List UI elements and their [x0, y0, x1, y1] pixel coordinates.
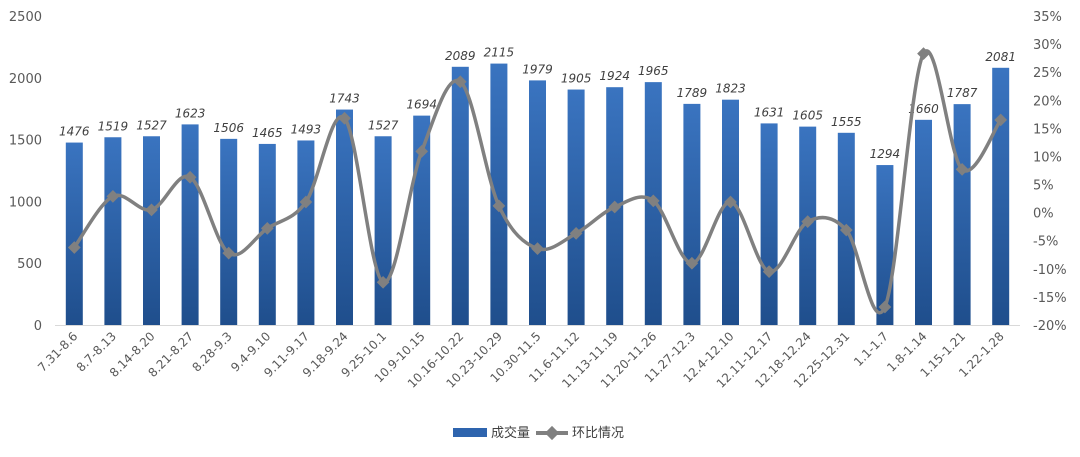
bar-data-label: 1527: [136, 118, 167, 132]
y-left-tick-label: 1500: [9, 134, 42, 149]
line-point-marker: [260, 222, 274, 235]
bar-data-label: 1519: [98, 119, 129, 133]
line-path: [72, 49, 1003, 315]
y-right-tick-label: 15%: [1033, 122, 1062, 137]
line-point-marker: [106, 189, 120, 203]
bar-data-label: 1979: [522, 62, 553, 76]
bar-data-label: 1965: [638, 64, 669, 78]
line-point-marker: [492, 199, 506, 213]
y-right-tick-label: 5%: [1033, 179, 1054, 194]
bar: [683, 103, 701, 325]
y-right-tick-label: 25%: [1033, 66, 1062, 81]
bar-data-label: 2089: [445, 49, 476, 63]
y-left-tick-label: 2000: [9, 72, 42, 87]
bar-data-label: 1694: [406, 98, 437, 112]
line-point-marker: [338, 111, 351, 125]
bar-data-label: 1823: [715, 82, 746, 96]
bar: [760, 123, 778, 325]
bar: [722, 99, 739, 325]
bar: [65, 142, 83, 325]
bar: [220, 138, 238, 325]
y-axis-right: -20% -15% -10% -5% 0% 5% 10% 15% 20% 25% 30% 35%: [1033, 10, 1067, 334]
bar-data-label: 1787: [947, 86, 978, 100]
line-point-marker: [415, 145, 429, 158]
legend-swatch-bar: [453, 428, 487, 437]
y-left-tick-label: 2500: [9, 10, 42, 25]
line-point-marker: [917, 47, 930, 61]
bar-data-label: 1527: [368, 118, 399, 132]
bar: [181, 124, 199, 325]
bar-data-label: 1789: [677, 86, 708, 100]
bar-data-label: 1465: [252, 126, 283, 140]
legend-label-bar: 成交量: [491, 425, 530, 441]
bar-data-label: 1476: [59, 125, 90, 139]
bar: [451, 66, 469, 326]
line-point-marker: [453, 75, 467, 89]
y-right-tick-label: 35%: [1033, 10, 1062, 25]
bar: [336, 109, 353, 325]
y-left-tick-label: 500: [17, 257, 42, 272]
line-point-marker: [183, 170, 197, 184]
y-right-tick-label: 30%: [1033, 38, 1062, 53]
line-point-marker: [299, 195, 313, 209]
bar-data-label: 1294: [870, 147, 901, 161]
line-point-marker: [376, 275, 390, 289]
y-right-tick-label: -20%: [1033, 319, 1067, 334]
bar: [104, 137, 122, 325]
legend: 成交量 环比情况: [453, 425, 624, 441]
y-axis-left: 0 500 1000 1500 2000 2500: [9, 10, 42, 334]
y-right-tick-label: -15%: [1033, 291, 1067, 306]
bar: [915, 119, 932, 325]
bar: [297, 140, 315, 325]
y-right-tick-label: 20%: [1033, 94, 1062, 109]
y-left-tick-label: 1000: [9, 195, 42, 210]
bar: [567, 89, 585, 326]
bar-data-label: 1605: [792, 109, 823, 123]
x-axis-ticks: 7.31-8.68.7-8.138.14-8.208.21-8.278.28-9…: [35, 329, 1007, 391]
line-point-marker: [67, 241, 81, 254]
bar-data-label: 1555: [831, 115, 862, 129]
line-point-marker: [222, 246, 236, 260]
line-point-marker: [145, 203, 158, 217]
bar: [529, 80, 546, 325]
bar: [490, 63, 508, 325]
bar: [374, 136, 392, 325]
bar-data-label: 1623: [175, 106, 206, 120]
bar-data-label: 1924: [599, 69, 630, 83]
legend-swatch-marker: [544, 425, 560, 441]
y-left-tick-label: 0: [34, 319, 42, 334]
bar-data-label: 1743: [329, 92, 360, 106]
bar-data-label: 1905: [561, 72, 592, 86]
bar: [143, 136, 160, 325]
legend-label-line: 环比情况: [572, 426, 624, 441]
y-right-tick-label: -5%: [1033, 235, 1058, 250]
bar: [992, 67, 1010, 326]
bar-data-label: 1631: [754, 105, 785, 119]
bar-data-label: 1506: [213, 121, 244, 135]
y-right-tick-label: 10%: [1033, 150, 1062, 165]
bar-data-labels: 1476 1519 1527 1623 1506 1465 1493 1743 1527 1694…: [59, 46, 1016, 161]
x-tick-label: 8.28-9.3: [189, 329, 234, 374]
y-right-tick-label: -10%: [1033, 263, 1067, 278]
bar-data-label: 1660: [908, 102, 939, 116]
bar: [953, 104, 971, 325]
bar-data-label: 1493: [291, 122, 322, 136]
x-tick-label: 7.31-8.6: [35, 329, 80, 374]
bar-data-label: 2115: [484, 46, 515, 60]
y-right-tick-label: 0%: [1033, 207, 1054, 222]
bar-data-label: 2081: [985, 50, 1016, 64]
